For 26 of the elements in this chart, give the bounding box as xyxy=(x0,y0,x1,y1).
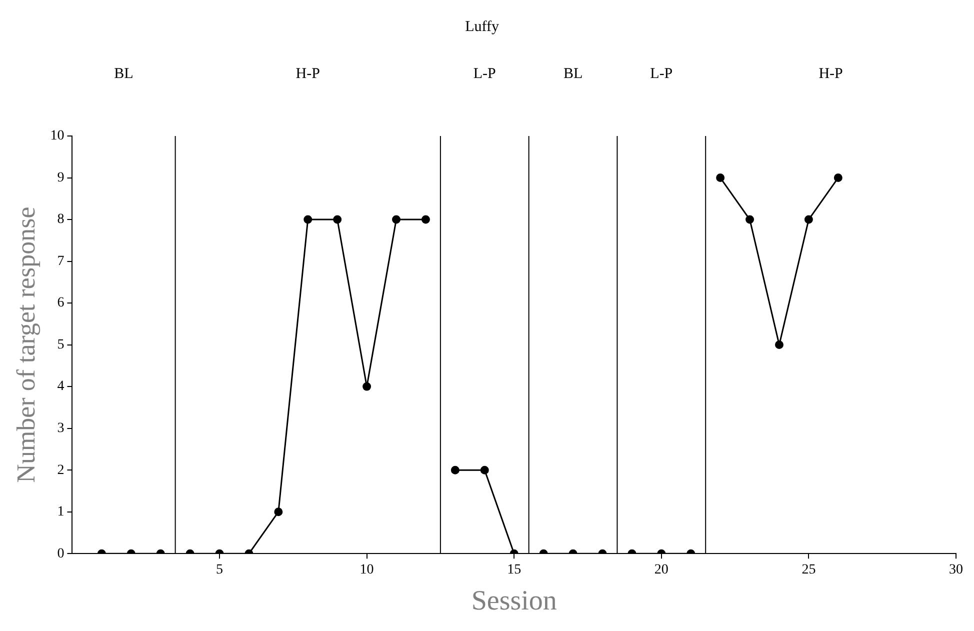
text: L-P xyxy=(473,66,496,82)
x-tick-label: 15 xyxy=(507,562,522,578)
y-tick-label: 2 xyxy=(57,462,64,478)
y-tick-label: 6 xyxy=(57,296,64,311)
y-tick-label: 9 xyxy=(57,170,64,186)
x-tick-label: 25 xyxy=(802,562,816,578)
y-tick-label: 0 xyxy=(57,546,64,562)
text: L-P xyxy=(650,66,673,82)
y-axis-title: Number of target response xyxy=(11,206,40,483)
y-tick-label: 10 xyxy=(50,128,64,144)
y-tick-label: 5 xyxy=(57,337,64,352)
x-tick-label: 20 xyxy=(654,562,668,578)
text: H-P xyxy=(818,66,843,82)
text: H-P xyxy=(296,66,320,82)
text: BL xyxy=(563,66,583,82)
x-tick-label: 30 xyxy=(949,562,963,578)
chart-title: Luffy xyxy=(465,18,500,35)
y-tick-label: 8 xyxy=(57,212,64,228)
text: BL xyxy=(114,66,134,82)
y-tick-label: 3 xyxy=(57,420,64,436)
x-tick-label: 5 xyxy=(216,562,223,578)
y-tick-label: 1 xyxy=(57,504,64,520)
x-tick-label: 10 xyxy=(360,562,374,578)
x-axis-title: Session xyxy=(471,586,557,617)
y-tick-label: 7 xyxy=(57,254,64,269)
y-tick-label: 4 xyxy=(57,379,64,394)
